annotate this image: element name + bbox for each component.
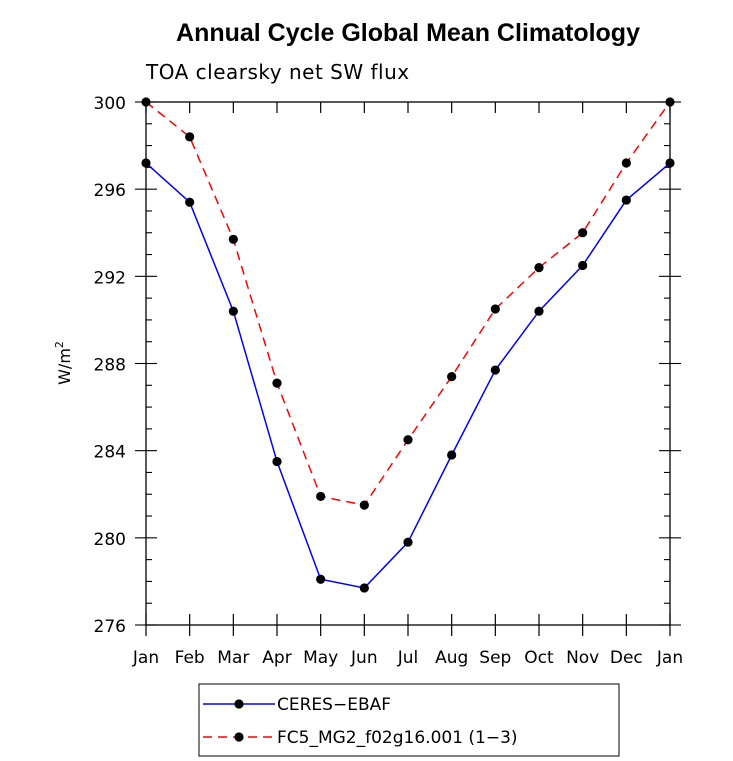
x-tick-label: Mar [217, 648, 249, 668]
y-axis-label-superscript: 2 [53, 341, 66, 348]
series-1-point [316, 574, 326, 584]
series-1-point [185, 197, 195, 207]
series-2-point [403, 435, 413, 445]
legend-label-1: CERES−EBAF [277, 695, 391, 715]
x-tick-label: Nov [566, 648, 599, 668]
series-2-point [578, 228, 588, 238]
series-1-point [403, 537, 413, 547]
series-layer [141, 97, 675, 593]
series-1-point [534, 306, 544, 316]
y-tick-label: 276 [94, 617, 126, 637]
y-axis-label: W/m2 [53, 341, 74, 385]
series-2-point [359, 500, 369, 510]
series-2-point [185, 132, 195, 142]
series-2-point [447, 371, 457, 382]
legend: CERES−EBAF FC5_MG2_f02g16.001 (1−3) [203, 695, 518, 748]
series-1-point [578, 260, 588, 271]
x-tick-label: Aug [435, 648, 468, 668]
series-2-point [490, 304, 500, 314]
legend-box [198, 683, 620, 757]
series-2-point [534, 263, 544, 273]
ticks-layer: Jan Feb Mar Apr May Jun Jul Aug Sep Oct Nov Dec Jan 2… [94, 94, 684, 668]
series-1-point [228, 306, 238, 316]
y-tick-label: 296 [94, 181, 126, 201]
series-line-1 [145, 162, 671, 589]
series-1-point [141, 158, 151, 168]
legend-marker-2 [234, 732, 244, 742]
series-2-point [228, 234, 238, 244]
legend-marker-1 [234, 699, 244, 709]
y-tick-label: 300 [94, 94, 126, 114]
series-1-point [621, 195, 631, 205]
x-tick-label: Jun [350, 648, 378, 668]
x-tick-label: May [303, 648, 338, 668]
x-tick-label: Sep [479, 648, 511, 668]
y-axis-label-text: W/m [55, 348, 74, 385]
series-line-2 [145, 101, 671, 506]
y-tick-label: 292 [94, 268, 126, 288]
chart-subtitle: TOA clearsky net SW flux [145, 60, 410, 84]
series-2-point [272, 378, 282, 388]
legend-label-2: FC5_MG2_f02g16.001 (1−3) [277, 728, 518, 748]
series-1-point [490, 365, 500, 375]
series-2-point [665, 97, 675, 107]
y-tick-label: 288 [94, 356, 126, 376]
y-tick-label: 284 [94, 443, 126, 463]
y-tick-label: 280 [94, 530, 126, 550]
series-2-point [141, 97, 151, 107]
x-tick-label: Dec [610, 648, 643, 668]
series-1-point [665, 158, 675, 168]
x-tick-label: Jan [132, 648, 159, 668]
x-tick-label: Jan [656, 648, 683, 668]
x-tick-label: Oct [524, 648, 554, 668]
series-2-point [621, 158, 631, 168]
x-tick-label: Feb [175, 648, 205, 668]
series-1-point [359, 583, 369, 593]
series-1-point [272, 456, 282, 467]
chart-title: Annual Cycle Global Mean Climatology [176, 19, 640, 47]
series-1-point [447, 450, 457, 460]
x-tick-label: Apr [262, 648, 291, 668]
series-2-point [316, 491, 326, 502]
x-tick-label: Jul [397, 648, 419, 668]
